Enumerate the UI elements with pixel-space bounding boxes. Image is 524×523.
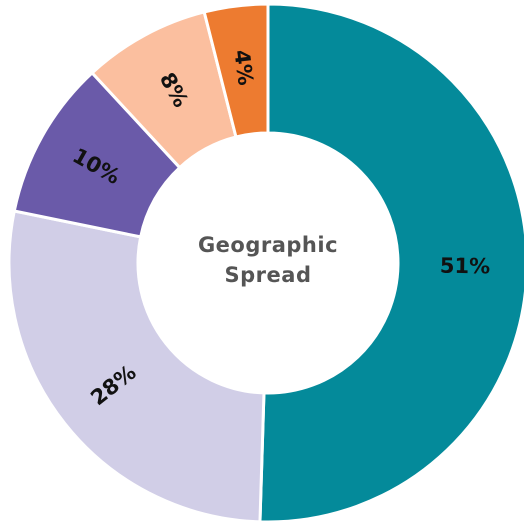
- chart-title: Geographic Spread: [197, 233, 339, 287]
- donut-slice: [7, 209, 266, 523]
- slice-label: 51%: [440, 254, 491, 279]
- slice-label: 4%: [229, 48, 257, 86]
- donut-slice: [258, 2, 524, 523]
- donut-slice: [202, 2, 270, 139]
